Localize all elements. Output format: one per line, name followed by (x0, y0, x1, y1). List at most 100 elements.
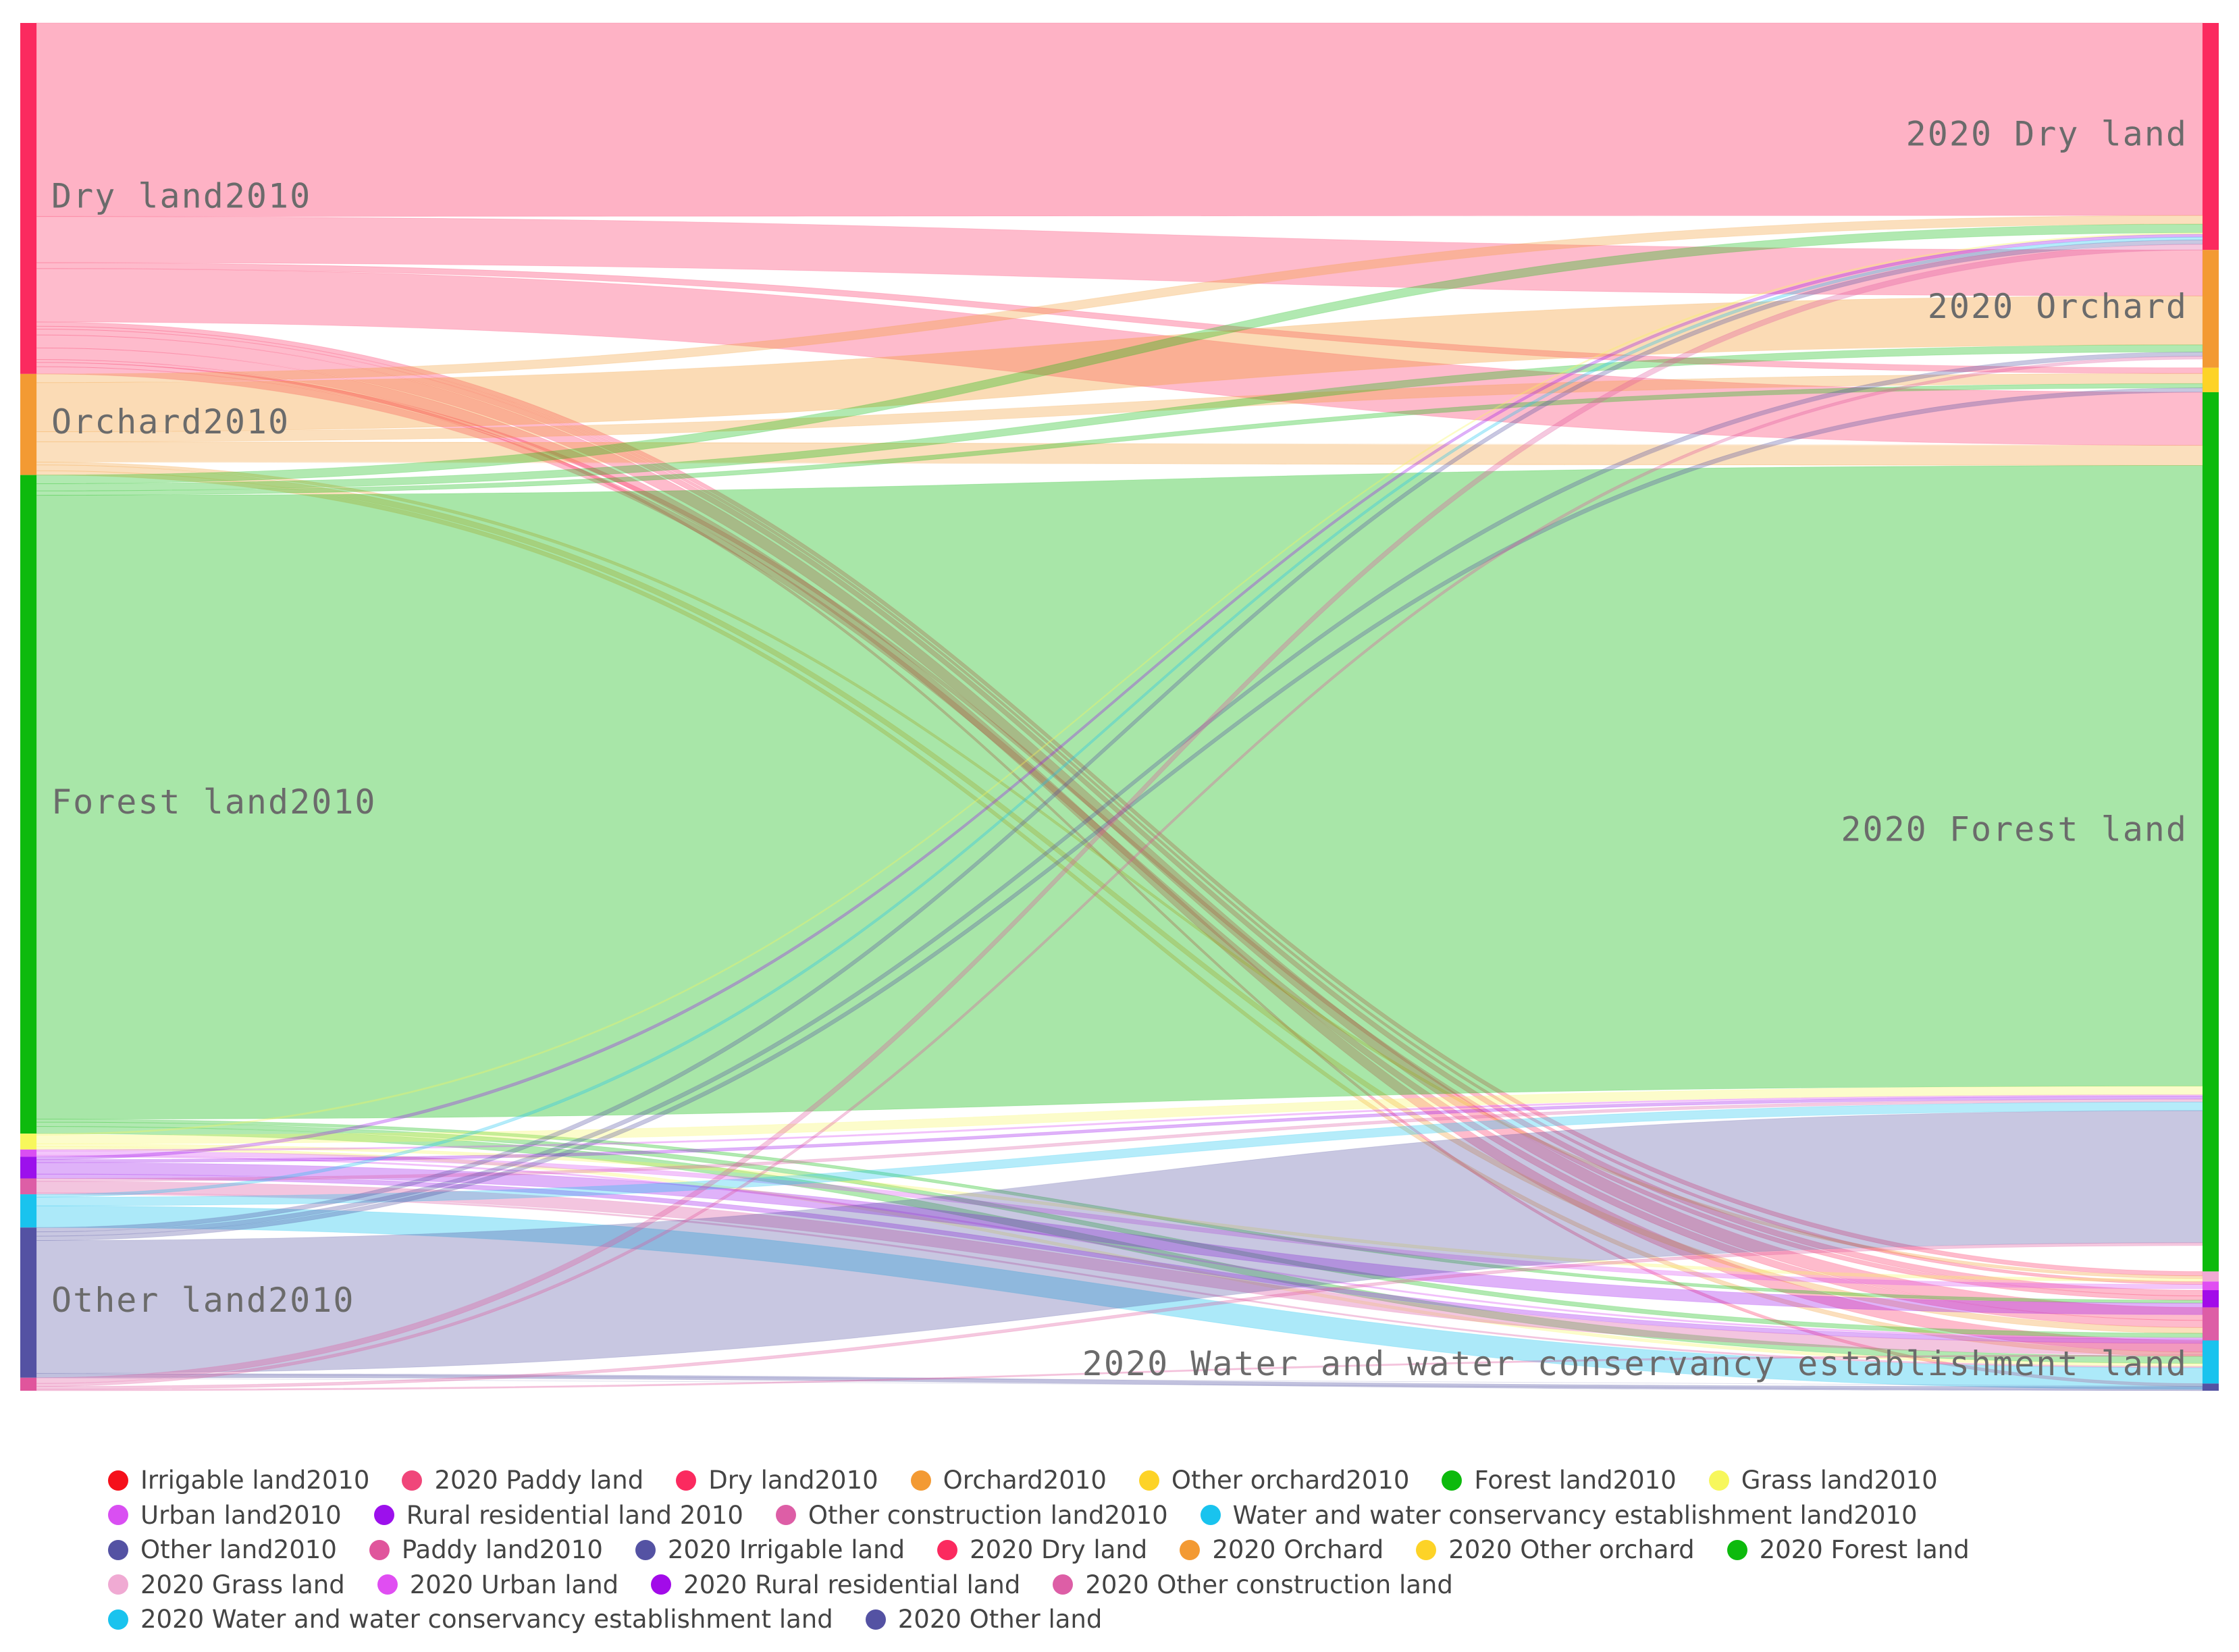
legend-label: 2020 Other construction land (1085, 1570, 1453, 1599)
legend-label: 2020 Irrigable land (667, 1535, 905, 1564)
legend-label: Other orchard2010 (1171, 1466, 1410, 1495)
legend-dot-icon (1708, 1470, 1729, 1491)
legend-item[interactable]: 2020 Dry land (937, 1533, 1147, 1566)
legend-item[interactable]: 2020 Other construction land (1053, 1568, 1453, 1601)
legend-dot-icon (108, 1470, 128, 1491)
legend-dot-icon (1200, 1505, 1221, 1525)
legend-item[interactable]: 2020 Rural residential land (651, 1568, 1020, 1601)
legend-label: 2020 Orchard (1212, 1535, 1384, 1564)
sankey-node (2203, 1340, 2219, 1384)
sankey-nodes (20, 23, 2219, 1391)
legend-dot-icon (1442, 1470, 1463, 1491)
legend-label: 2020 Water and water conservancy establi… (140, 1605, 833, 1634)
legend-dot-icon (1138, 1470, 1159, 1491)
sankey-node-labels: Dry land2010 Orchard2010 Forest land2010 Ot… (51, 115, 2188, 1383)
legend-dot-icon (373, 1505, 394, 1525)
sankey-node (2203, 1271, 2219, 1282)
legend-item[interactable]: 2020 Grass land (108, 1568, 345, 1601)
plot-background (20, 20, 2219, 1397)
legend-dot-icon (651, 1574, 672, 1595)
legend-item[interactable]: Other orchard2010 (1138, 1464, 1410, 1497)
legend-label: Rural residential land 2010 (406, 1500, 743, 1530)
chart-legend: Irrigable land2010 2020 Paddy land Dry lan… (108, 1464, 2174, 1638)
legend-label: Water and water conservancy establishmen… (1232, 1500, 1918, 1530)
sankey-chart: Dry land2010 Orchard2010 Forest land2010 Ot… (20, 20, 2219, 1397)
legend-dot-icon (108, 1574, 128, 1595)
sankey-node (20, 1377, 36, 1391)
sankey-node (20, 1194, 36, 1228)
legend-label: 2020 Other orchard (1448, 1535, 1695, 1564)
legend-item[interactable]: Orchard2010 (910, 1464, 1107, 1497)
legend-dot-icon (402, 1470, 423, 1491)
legend-dot-icon (910, 1470, 931, 1491)
sankey-node (2203, 23, 2219, 250)
sankey-node-label: Forest land2010 (51, 782, 377, 822)
sankey-link (36, 22, 2203, 217)
sankey-node (2203, 1281, 2219, 1291)
legend-label: Urban land2010 (140, 1500, 342, 1530)
legend-item[interactable]: Urban land2010 (108, 1499, 342, 1532)
legend-item[interactable]: 2020 Paddy land (402, 1464, 643, 1497)
legend-label: 2020 Dry land (970, 1535, 1148, 1564)
legend-dot-icon (635, 1539, 656, 1560)
legend-dot-icon (865, 1609, 886, 1630)
legend-label: Dry land2010 (708, 1466, 878, 1495)
sankey-node (20, 1156, 36, 1179)
sankey-node (20, 1178, 36, 1195)
legend-dot-icon (369, 1539, 390, 1560)
sankey-node-label: Orchard2010 (51, 402, 290, 442)
legend-item[interactable]: 2020 Other land (865, 1603, 1103, 1636)
legend-item[interactable]: 2020 Urban land (377, 1568, 618, 1601)
legend-item[interactable]: 2020 Orchard (1180, 1533, 1384, 1566)
legend-label: Grass land2010 (1741, 1466, 1938, 1495)
legend-dot-icon (108, 1609, 128, 1630)
sankey-node (2203, 1307, 2219, 1341)
legend-label: 2020 Other land (897, 1605, 1103, 1634)
legend-label: Paddy land2010 (401, 1535, 603, 1564)
legend-item[interactable]: Dry land2010 (676, 1464, 878, 1497)
sankey-node (20, 23, 36, 374)
legend-item[interactable]: Irrigable land2010 (108, 1464, 369, 1497)
sankey-node (2203, 392, 2219, 1272)
legend-dot-icon (937, 1539, 958, 1560)
sankey-node (20, 1149, 36, 1157)
sankey-node-label: 2020 Orchard (1928, 287, 2188, 326)
legend-label: 2020 Forest land (1759, 1535, 1970, 1564)
sankey-node (2203, 367, 2219, 392)
legend-dot-icon (676, 1470, 697, 1491)
legend-label: Forest land2010 (1474, 1466, 1677, 1495)
legend-label: 2020 Grass land (140, 1570, 345, 1599)
sankey-node-label: 2020 Water and water conservancy establi… (1082, 1344, 2188, 1383)
sankey-node-label: Other land2010 (51, 1281, 354, 1320)
sankey-node-label: 2020 Dry land (1906, 115, 2188, 154)
sankey-node (2203, 1290, 2219, 1308)
legend-label: 2020 Rural residential land (683, 1570, 1021, 1599)
legend-item[interactable]: Paddy land2010 (369, 1533, 603, 1566)
legend-label: Orchard2010 (943, 1466, 1107, 1495)
sankey-node (20, 1227, 36, 1378)
legend-dot-icon (775, 1505, 796, 1525)
sankey-links (36, 22, 2203, 1391)
legend-item[interactable]: Rural residential land 2010 (373, 1499, 743, 1532)
legend-item[interactable]: 2020 Irrigable land (635, 1533, 905, 1566)
legend-dot-icon (108, 1539, 128, 1560)
sankey-link (36, 441, 2203, 466)
legend-label: Irrigable land2010 (140, 1466, 370, 1495)
legend-dot-icon (1180, 1539, 1201, 1560)
legend-item[interactable]: 2020 Other orchard (1416, 1533, 1695, 1566)
legend-label: 2020 Paddy land (434, 1466, 644, 1495)
legend-item[interactable]: 2020 Forest land (1727, 1533, 1970, 1566)
legend-label: Other land2010 (140, 1535, 337, 1564)
sankey-node (2203, 1383, 2219, 1391)
legend-item[interactable]: Forest land2010 (1442, 1464, 1677, 1497)
legend-dot-icon (1727, 1539, 1747, 1560)
legend-dot-icon (1416, 1539, 1437, 1560)
legend-item[interactable]: Other land2010 (108, 1533, 337, 1566)
legend-item[interactable]: Water and water conservancy establishmen… (1200, 1499, 1918, 1532)
sankey-node (2203, 250, 2219, 368)
legend-item[interactable]: Other construction land2010 (775, 1499, 1168, 1532)
legend-dot-icon (108, 1505, 128, 1525)
legend-item[interactable]: 2020 Water and water conservancy establi… (108, 1603, 833, 1636)
sankey-node (20, 475, 36, 1134)
legend-item[interactable]: Grass land2010 (1708, 1464, 1938, 1497)
